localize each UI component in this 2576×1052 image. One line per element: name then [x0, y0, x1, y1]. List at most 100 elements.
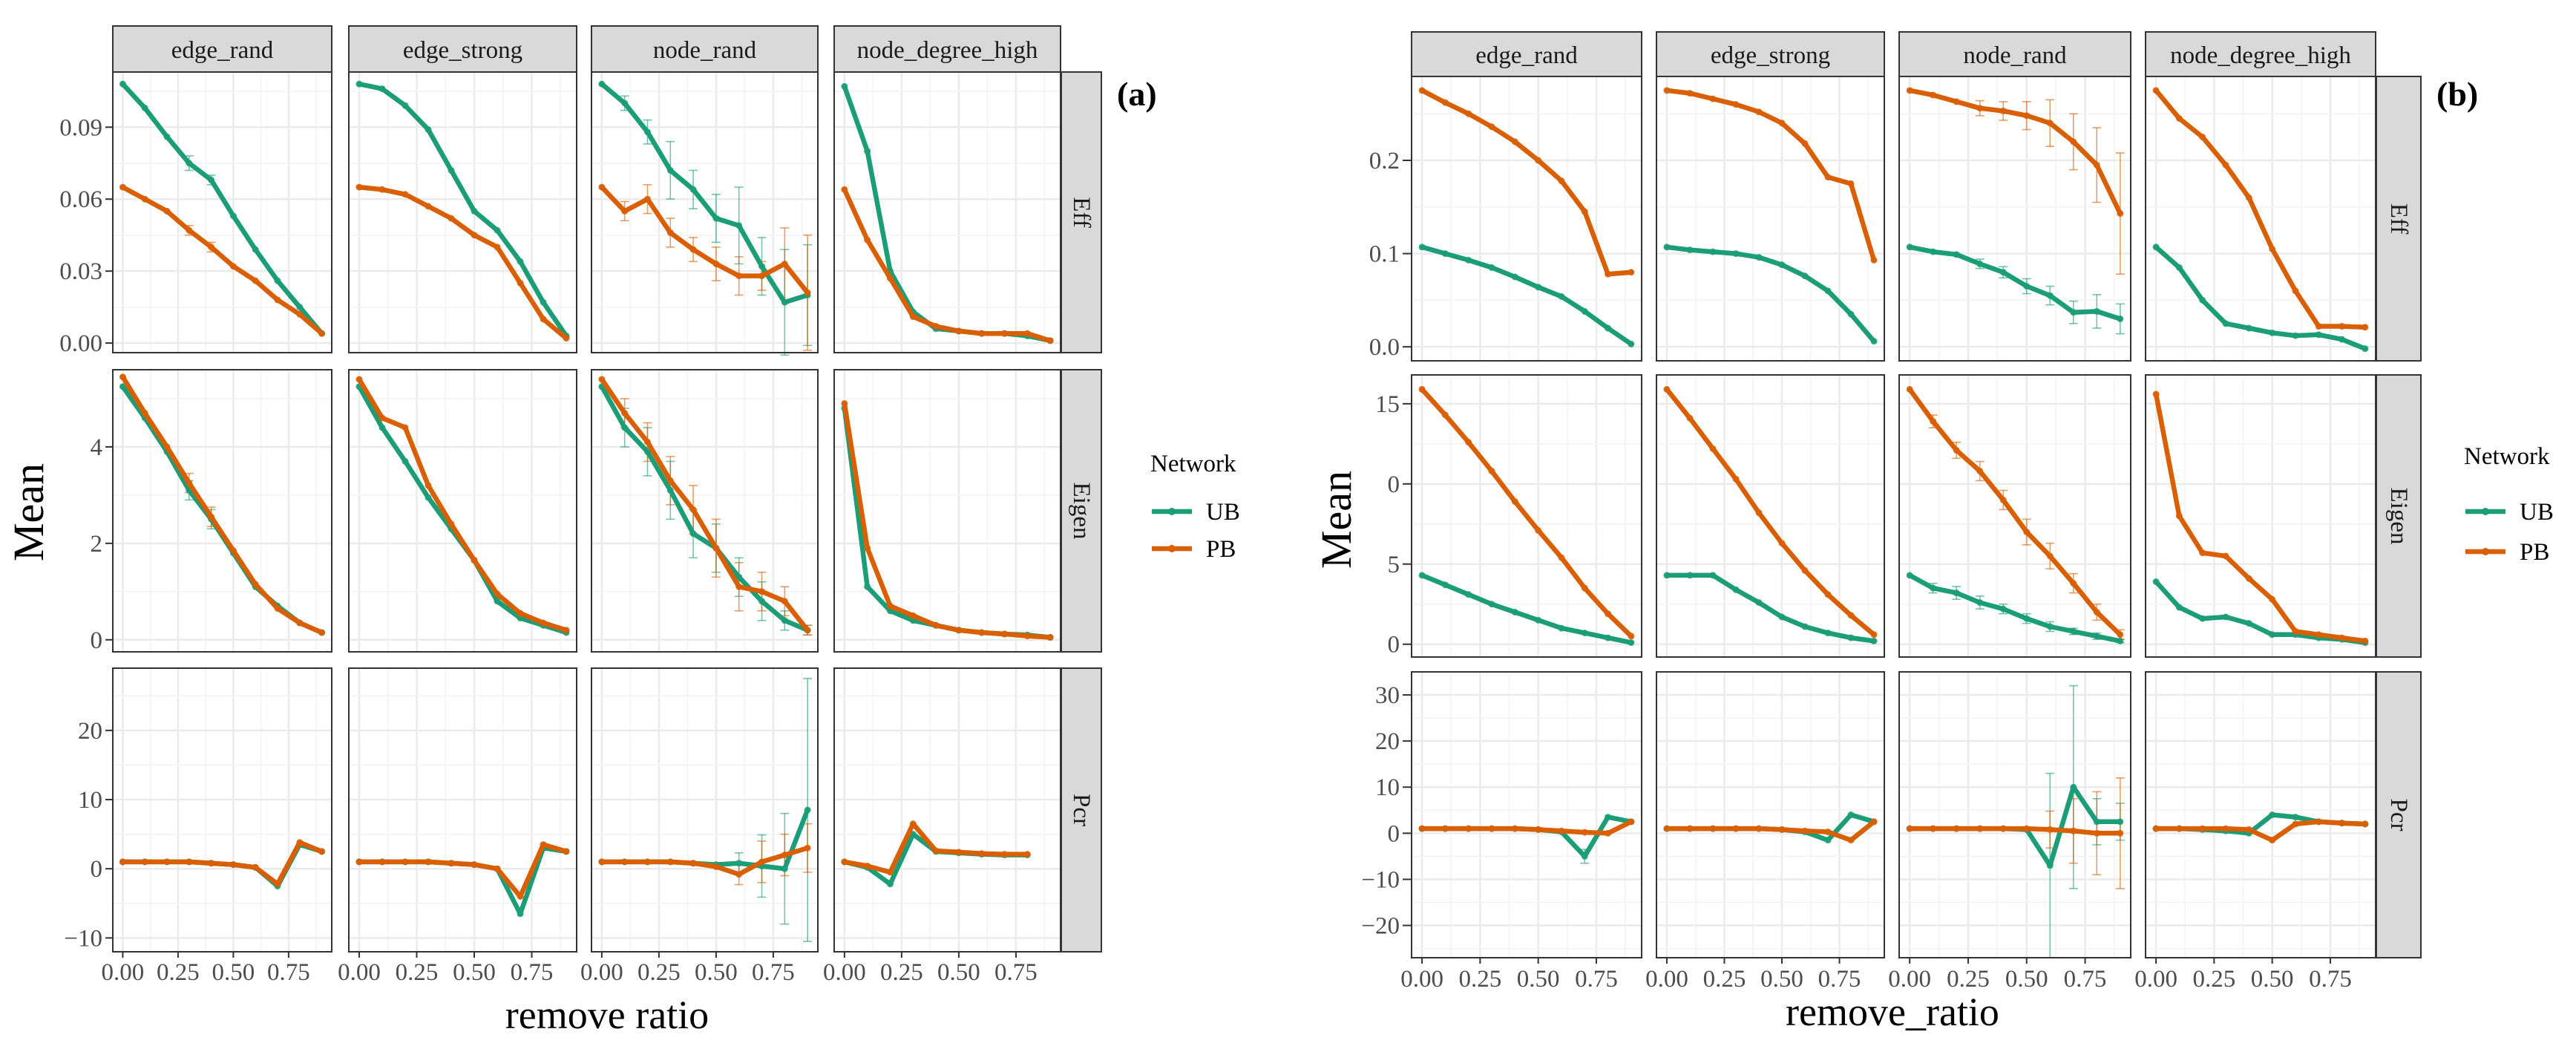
data-point-pb	[2046, 120, 2054, 127]
panel-background	[1412, 76, 1642, 361]
data-point-ub	[1755, 254, 1763, 261]
panel-background	[834, 72, 1061, 353]
data-point-pb	[1418, 385, 1426, 393]
y-tick-label: 0.03	[59, 258, 102, 285]
facet-panel	[833, 369, 1061, 653]
panel-border	[348, 71, 577, 353]
data-point-ub	[1663, 244, 1671, 251]
data-point-ub	[1953, 251, 1960, 258]
data-point-pb	[1488, 825, 1495, 832]
data-point-pb	[1001, 630, 1009, 638]
data-point-ub	[2222, 613, 2229, 621]
data-point-pb	[494, 244, 501, 251]
data-point-pb	[2117, 631, 2124, 638]
legend-title: Network	[1150, 451, 1236, 477]
x-tick-label: 0.00	[823, 959, 866, 986]
data-point-pb	[758, 858, 766, 866]
panel-label: (a)	[1117, 75, 1157, 113]
data-point-pb	[540, 619, 547, 627]
x-tick-label: 0.00	[1400, 966, 1443, 993]
data-point-pb	[274, 296, 281, 304]
x-axis-title: remove ratio	[505, 993, 709, 1037]
data-point-pb	[1488, 123, 1495, 131]
panel-background	[834, 668, 1061, 952]
data-point-ub	[621, 424, 629, 431]
data-point-ub	[2362, 345, 2369, 353]
data-point-ub	[1418, 244, 1426, 251]
data-point-ub	[1824, 287, 1832, 295]
data-point-pb	[781, 852, 788, 859]
data-point-pb	[1023, 330, 1031, 337]
y-tick-label: 0.09	[59, 114, 102, 141]
facet-strip-label: edge_rand	[1475, 42, 1578, 69]
data-point-pb	[1801, 140, 1809, 147]
x-tick-label: 0.00	[1888, 966, 1931, 993]
facet-row-label: Eff	[1068, 197, 1095, 228]
series-line-pb	[1664, 88, 1877, 263]
data-point-pb	[494, 590, 501, 598]
data-point-pb	[186, 858, 193, 866]
data-point-ub	[229, 212, 237, 220]
facet-panel	[1411, 671, 1642, 958]
panel-background	[349, 370, 577, 652]
data-point-pb	[1755, 509, 1763, 517]
data-point-pb	[2070, 138, 2077, 146]
data-point-pb	[2117, 829, 2124, 837]
data-point-ub	[781, 617, 788, 624]
data-point-pb	[355, 858, 363, 866]
x-tick-label: 0.00	[338, 959, 381, 986]
data-point-pb	[1023, 851, 1031, 858]
y-tick-label: 0	[91, 627, 103, 654]
legend-label-ub: UB	[2520, 499, 2554, 526]
data-point-pb	[1930, 418, 1937, 425]
data-point-pb	[252, 863, 259, 871]
data-point-pb	[2023, 112, 2031, 120]
data-point-ub	[1709, 572, 1717, 579]
data-point-pb	[252, 581, 259, 588]
data-point-pb	[425, 858, 432, 866]
data-point-pb	[1906, 87, 1913, 94]
legend-label-pb: PB	[2520, 539, 2549, 566]
series-line-ub	[1907, 572, 2123, 644]
data-point-pb	[563, 335, 570, 342]
data-point-pb	[2152, 391, 2160, 398]
data-point-ub	[2175, 604, 2183, 611]
data-point-ub	[1732, 586, 1740, 593]
y-tick-label: 20	[1375, 728, 1400, 755]
data-point-ub	[1999, 605, 2007, 612]
data-point-ub	[1535, 284, 1542, 291]
data-point-pb	[1558, 554, 1565, 561]
panel-border	[112, 369, 332, 653]
facet-panel	[1898, 671, 2131, 958]
data-point-ub	[1686, 572, 1694, 579]
x-tick-label: 0.25	[157, 959, 200, 986]
data-point-pb	[2339, 634, 2346, 641]
data-point-pb	[517, 610, 524, 617]
data-point-pb	[208, 513, 215, 520]
facet-row-strip	[1061, 369, 1102, 653]
data-point-pb	[2222, 825, 2229, 832]
y-tick-label: 30	[1375, 682, 1400, 709]
x-tick-label: 0.50	[1760, 966, 1803, 993]
data-point-ub	[1418, 572, 1426, 579]
panel-background	[591, 668, 818, 952]
data-point-pb	[955, 627, 963, 634]
data-point-pb	[712, 260, 720, 267]
series-line-pb	[120, 840, 324, 886]
facet-panel	[348, 667, 577, 953]
legend-key-point	[2482, 508, 2489, 515]
data-point-pb	[296, 839, 304, 846]
data-point-pb	[1906, 825, 1913, 832]
facet-panel	[1411, 374, 1642, 658]
facet-row-strip	[1061, 667, 1102, 953]
series-line-ub	[599, 384, 810, 633]
data-point-pb	[1930, 91, 1937, 99]
data-point-pb	[1488, 468, 1495, 475]
data-point-ub	[1663, 572, 1671, 579]
data-point-ub	[494, 598, 501, 605]
data-point-pb	[1847, 837, 1855, 844]
data-point-ub	[781, 865, 788, 872]
series-line-pb	[842, 187, 1053, 344]
data-point-pb	[2245, 575, 2252, 582]
data-point-pb	[2117, 210, 2124, 218]
